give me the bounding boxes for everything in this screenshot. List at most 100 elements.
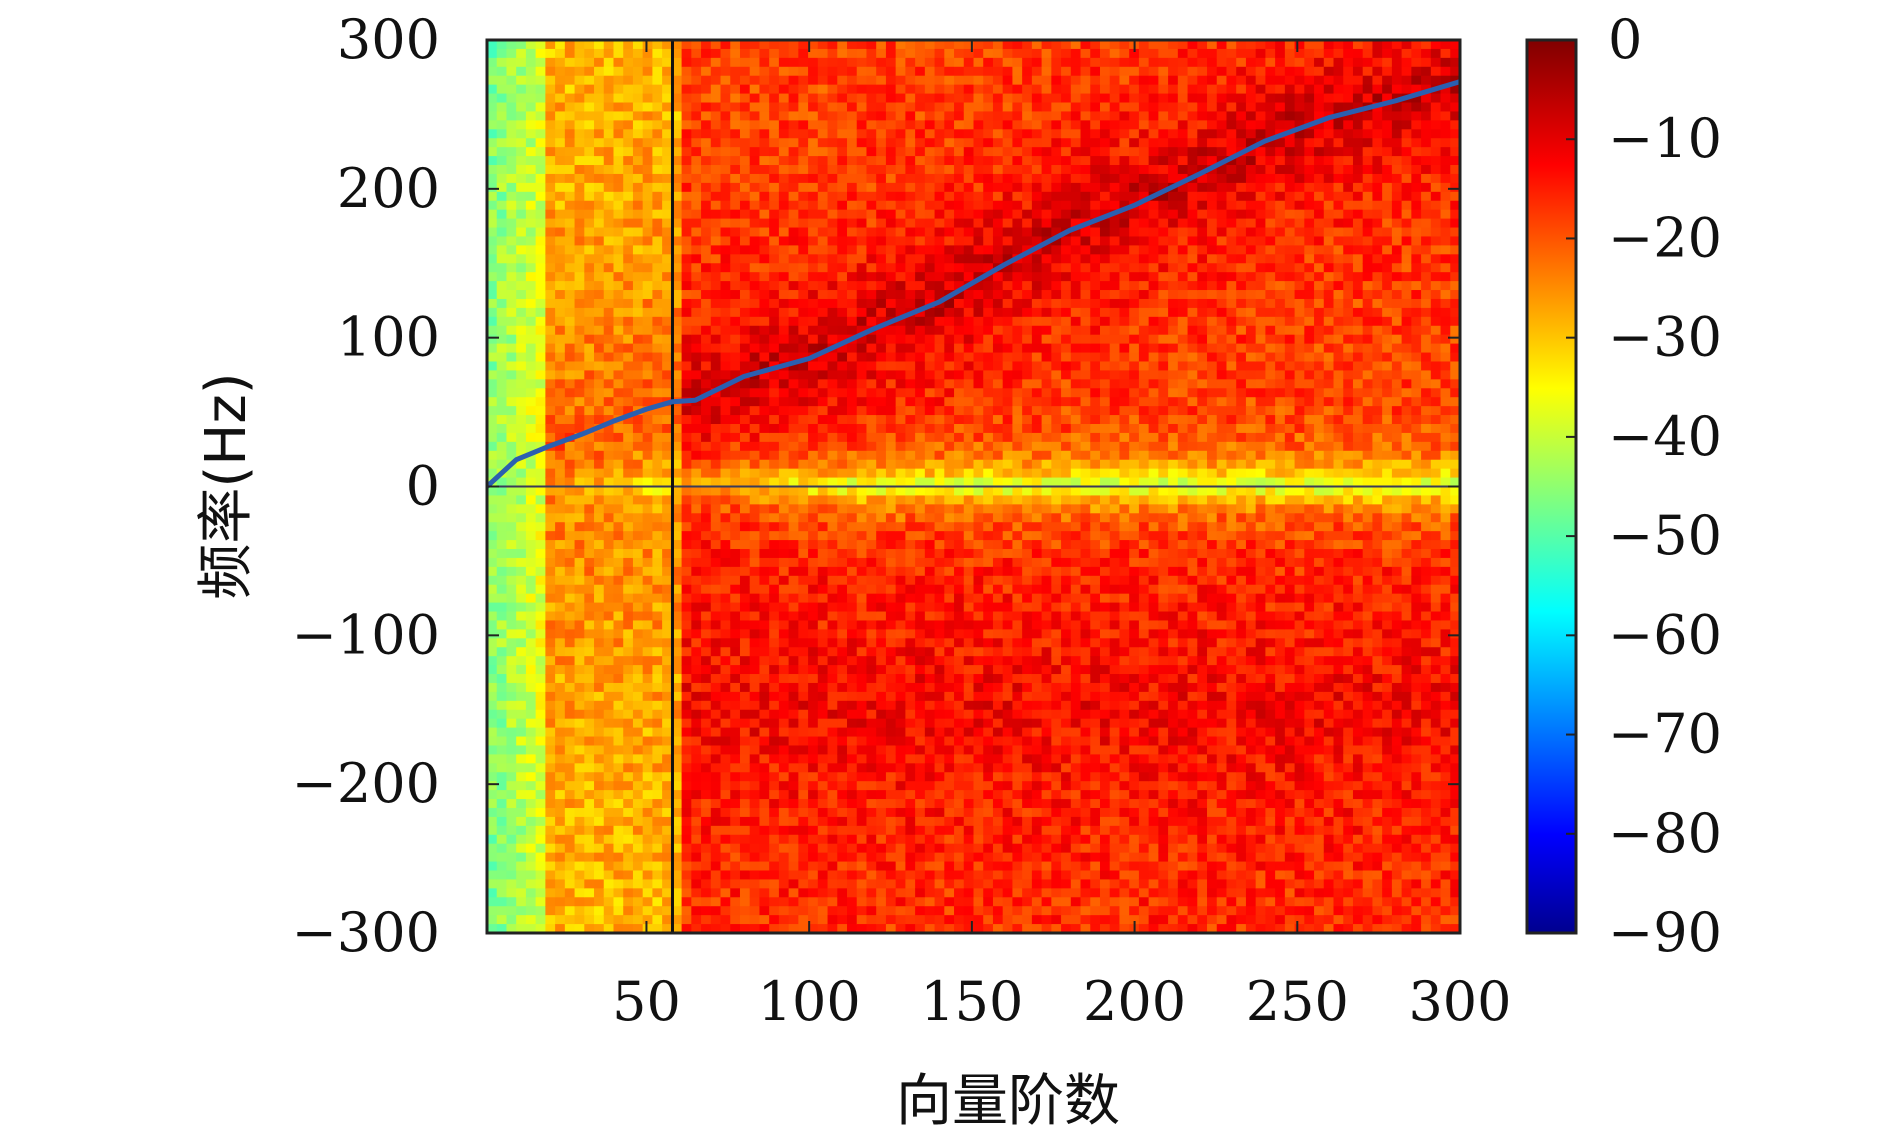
heatmap-cell xyxy=(963,834,975,845)
heatmap-cell xyxy=(525,406,537,416)
heatmap-cell xyxy=(759,173,770,184)
heatmap-cell xyxy=(924,48,936,59)
heatmap-cell xyxy=(963,575,975,586)
heatmap-cell xyxy=(574,888,585,898)
heatmap-cell xyxy=(603,754,615,764)
heatmap-cell xyxy=(720,593,731,604)
heatmap-cell xyxy=(632,272,644,282)
heatmap-cell xyxy=(963,745,975,755)
heatmap-cell xyxy=(671,370,683,380)
heatmap-cell xyxy=(681,549,692,559)
heatmap-cell xyxy=(876,325,887,336)
heatmap-cell xyxy=(623,557,634,568)
heatmap-cell xyxy=(749,200,761,211)
heatmap-cell xyxy=(623,334,634,345)
heatmap-cell xyxy=(662,790,673,800)
heatmap-cell xyxy=(788,736,799,747)
heatmap-cell xyxy=(808,522,819,532)
heatmap-cell xyxy=(710,834,722,845)
heatmap-cell xyxy=(720,450,731,461)
heatmap-cell xyxy=(642,200,654,211)
heatmap-cell xyxy=(720,441,731,452)
heatmap-cell xyxy=(496,790,508,800)
heatmap-cell xyxy=(885,513,897,523)
heatmap-cell xyxy=(487,870,498,881)
heatmap-cell xyxy=(944,388,955,398)
heatmap-cell xyxy=(817,852,829,863)
heatmap-cell xyxy=(487,75,498,86)
heatmap-cell xyxy=(944,593,955,604)
heatmap-cell xyxy=(759,870,770,881)
heatmap-cell xyxy=(954,281,965,291)
heatmap-cell xyxy=(739,825,751,836)
heatmap-cell xyxy=(924,84,936,95)
heatmap-cell xyxy=(895,531,906,541)
heatmap-cell xyxy=(594,84,605,95)
heatmap-cell xyxy=(924,522,936,532)
heatmap-cell xyxy=(506,924,517,933)
heatmap-cell xyxy=(642,897,654,907)
heatmap-cell xyxy=(564,674,576,684)
heatmap-cell xyxy=(749,57,761,68)
heatmap-cell xyxy=(603,584,615,595)
heatmap-cell xyxy=(506,236,517,246)
heatmap-cell xyxy=(934,665,945,675)
heatmap-cell xyxy=(954,513,965,523)
heatmap-cell xyxy=(847,450,858,461)
heatmap-cell xyxy=(710,307,722,318)
heatmap-cell xyxy=(866,888,877,898)
heatmap-cell xyxy=(555,611,566,622)
heatmap-cell xyxy=(594,566,605,577)
heatmap-cell xyxy=(496,254,508,264)
heatmap-cell xyxy=(545,48,556,59)
heatmap-cell xyxy=(487,263,498,273)
heatmap-cell xyxy=(710,504,722,514)
heatmap-cell xyxy=(623,549,634,559)
heatmap-cell xyxy=(681,468,692,479)
heatmap-cell xyxy=(798,254,809,264)
heatmap-cell xyxy=(701,423,712,434)
heatmap-cell xyxy=(798,441,809,452)
heatmap-cell xyxy=(525,307,537,318)
heatmap-cell xyxy=(808,745,819,755)
heatmap-cell xyxy=(817,432,829,443)
heatmap-cell xyxy=(516,129,527,139)
heatmap-cell xyxy=(778,593,790,604)
heatmap-cell xyxy=(915,432,926,443)
heatmap-cell xyxy=(905,432,916,443)
heatmap-cell xyxy=(778,75,790,86)
heatmap-cell xyxy=(632,477,644,488)
heatmap-cell xyxy=(837,584,848,595)
heatmap-cell xyxy=(778,254,790,264)
heatmap-cell xyxy=(720,879,731,889)
heatmap-cell xyxy=(516,754,527,764)
heatmap-cell xyxy=(905,602,916,613)
heatmap-cell xyxy=(876,245,887,255)
heatmap-cell xyxy=(924,611,936,622)
heatmap-cell xyxy=(798,549,809,559)
heatmap-cell xyxy=(798,566,809,577)
heatmap-cell xyxy=(681,66,692,77)
heatmap-cell xyxy=(613,343,624,354)
heatmap-cell xyxy=(798,281,809,291)
heatmap-cell xyxy=(574,397,585,407)
heatmap-cell xyxy=(866,450,877,461)
heatmap-cell xyxy=(652,450,663,461)
heatmap-cell xyxy=(915,325,926,336)
heatmap-cell xyxy=(808,879,819,889)
heatmap-cell xyxy=(613,575,624,586)
heatmap-cell xyxy=(827,298,838,309)
heatmap-cell xyxy=(632,504,644,514)
heatmap-cell xyxy=(652,415,663,425)
heatmap-cell xyxy=(555,379,566,389)
heatmap-cell xyxy=(866,557,877,568)
heatmap-cell xyxy=(769,263,780,273)
heatmap-cell xyxy=(701,397,712,407)
heatmap-cell xyxy=(525,334,537,345)
heatmap-cell xyxy=(496,450,508,461)
heatmap-cell xyxy=(934,459,945,470)
heatmap-cell xyxy=(496,406,508,416)
heatmap-cell xyxy=(584,486,595,497)
heatmap-cell xyxy=(730,138,741,148)
heatmap-cell xyxy=(730,566,741,577)
